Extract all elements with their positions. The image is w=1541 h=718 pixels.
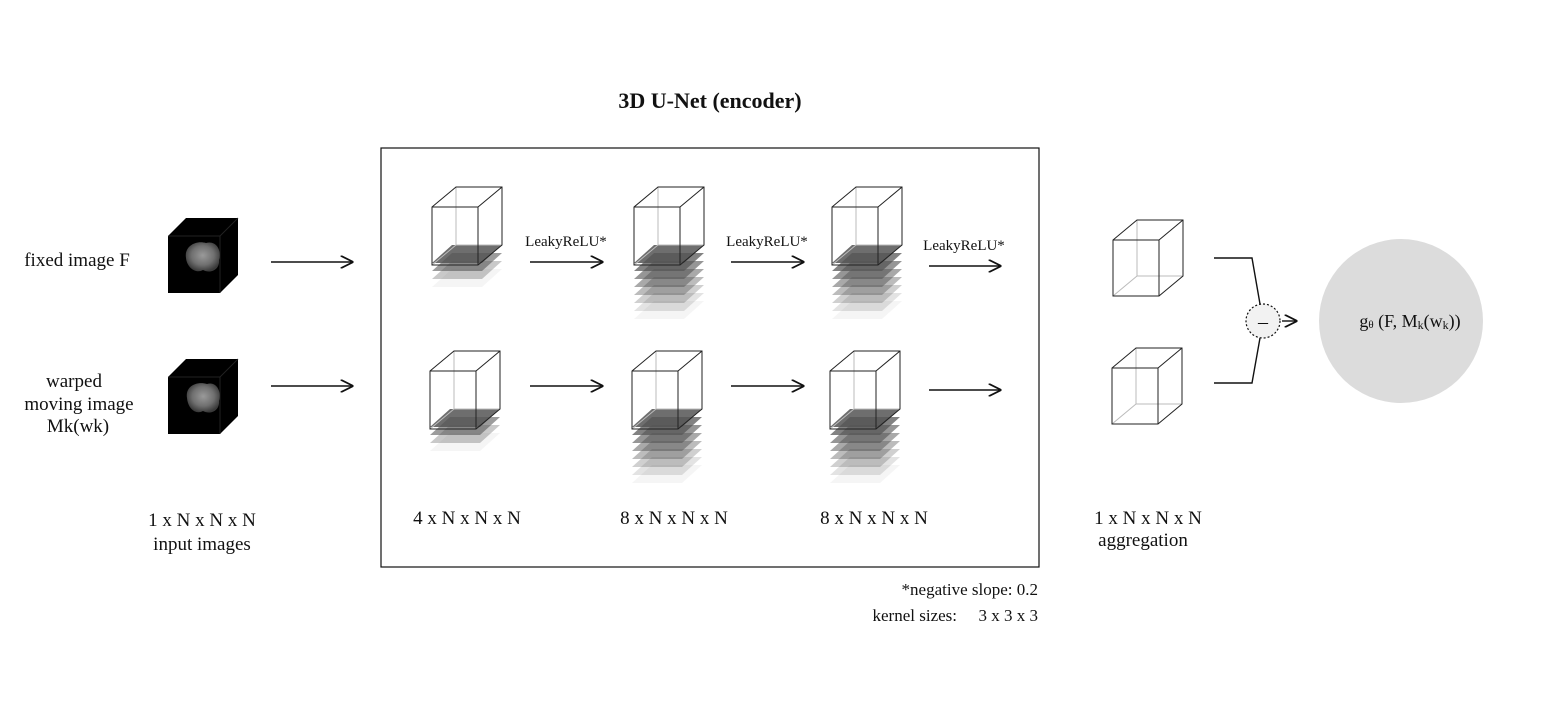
feature-map-layer bbox=[432, 245, 502, 263]
bottom-connector bbox=[1214, 337, 1261, 384]
stage2-dims: 8 x N x N x N bbox=[620, 508, 728, 529]
activation-label-3: LeakyReLU* bbox=[923, 238, 1005, 254]
feature-map-layer bbox=[832, 285, 902, 303]
feature-cube bbox=[831, 186, 903, 266]
feature-cube bbox=[829, 350, 901, 430]
activation-label-2: LeakyReLU* bbox=[726, 234, 808, 250]
top-connector bbox=[1214, 257, 1261, 305]
feature-map-layer bbox=[632, 457, 702, 475]
feature-cube bbox=[431, 186, 503, 266]
kernel-value: 3 x 3 x 3 bbox=[979, 606, 1039, 625]
stage2-bottom-block bbox=[631, 350, 703, 483]
stage2-top-block bbox=[633, 186, 705, 319]
moving-image-label-line1: warped bbox=[46, 371, 102, 392]
feature-map-layer bbox=[430, 433, 500, 451]
feature-map-layer bbox=[432, 269, 502, 287]
stage3-bottom-block bbox=[829, 350, 901, 483]
stage1-bottom-block bbox=[429, 350, 501, 451]
input-caption: input images bbox=[153, 534, 251, 555]
feature-map-layer bbox=[830, 465, 900, 483]
feature-cube bbox=[429, 350, 501, 430]
stage1-top-block bbox=[431, 186, 503, 287]
feature-map-layer bbox=[632, 465, 702, 483]
stage3-dims: 8 x N x N x N bbox=[820, 508, 928, 529]
difference-symbol: – bbox=[1257, 311, 1269, 333]
feature-map-layer bbox=[832, 245, 902, 263]
feature-map-layer bbox=[634, 285, 704, 303]
stage1-dims: 4 x N x N x N bbox=[413, 508, 521, 529]
encoder-frame bbox=[380, 147, 1040, 568]
moving-image-label-line2: moving image bbox=[24, 394, 133, 415]
feature-map-layer bbox=[634, 245, 704, 263]
kernel-label: kernel sizes: bbox=[873, 606, 958, 625]
feature-map-layer bbox=[632, 409, 702, 427]
output-circle bbox=[1319, 239, 1483, 403]
feature-cube bbox=[631, 350, 703, 430]
fixed-image-volume bbox=[168, 217, 239, 293]
feature-map-layer bbox=[832, 293, 902, 311]
stage3-top-block bbox=[831, 186, 903, 319]
aggregation-cube-top bbox=[1112, 219, 1184, 297]
feature-map-layer bbox=[634, 293, 704, 311]
feature-map-layer bbox=[830, 409, 900, 427]
diagram-title: 3D U-Net (encoder) bbox=[618, 88, 801, 113]
aggregation-cube-bottom bbox=[1111, 347, 1183, 425]
aggregation-dims: 1 x N x N x N bbox=[1094, 508, 1202, 529]
feature-map-layer bbox=[830, 457, 900, 475]
feature-cube bbox=[633, 186, 705, 266]
moving-image-label-line3: Mk(wk) bbox=[47, 416, 109, 437]
feature-map-layer bbox=[632, 449, 702, 467]
feature-map-layer bbox=[430, 409, 500, 427]
slope-note: *negative slope: 0.2 bbox=[902, 580, 1038, 599]
aggregation-caption: aggregation bbox=[1098, 530, 1188, 551]
moving-image-volume bbox=[168, 358, 239, 434]
feature-map-layer bbox=[634, 301, 704, 319]
difference-operator bbox=[1245, 303, 1281, 339]
feature-map-layer bbox=[830, 449, 900, 467]
encoder-stages bbox=[429, 186, 903, 483]
output-formula: gθ (F, Mk(wk)) bbox=[1359, 311, 1460, 332]
feature-map-layer bbox=[832, 301, 902, 319]
fixed-image-label: fixed image F bbox=[24, 250, 130, 271]
input-dims-label: 1 x N x N x N bbox=[148, 510, 256, 531]
activation-label-1: LeakyReLU* bbox=[525, 234, 607, 250]
